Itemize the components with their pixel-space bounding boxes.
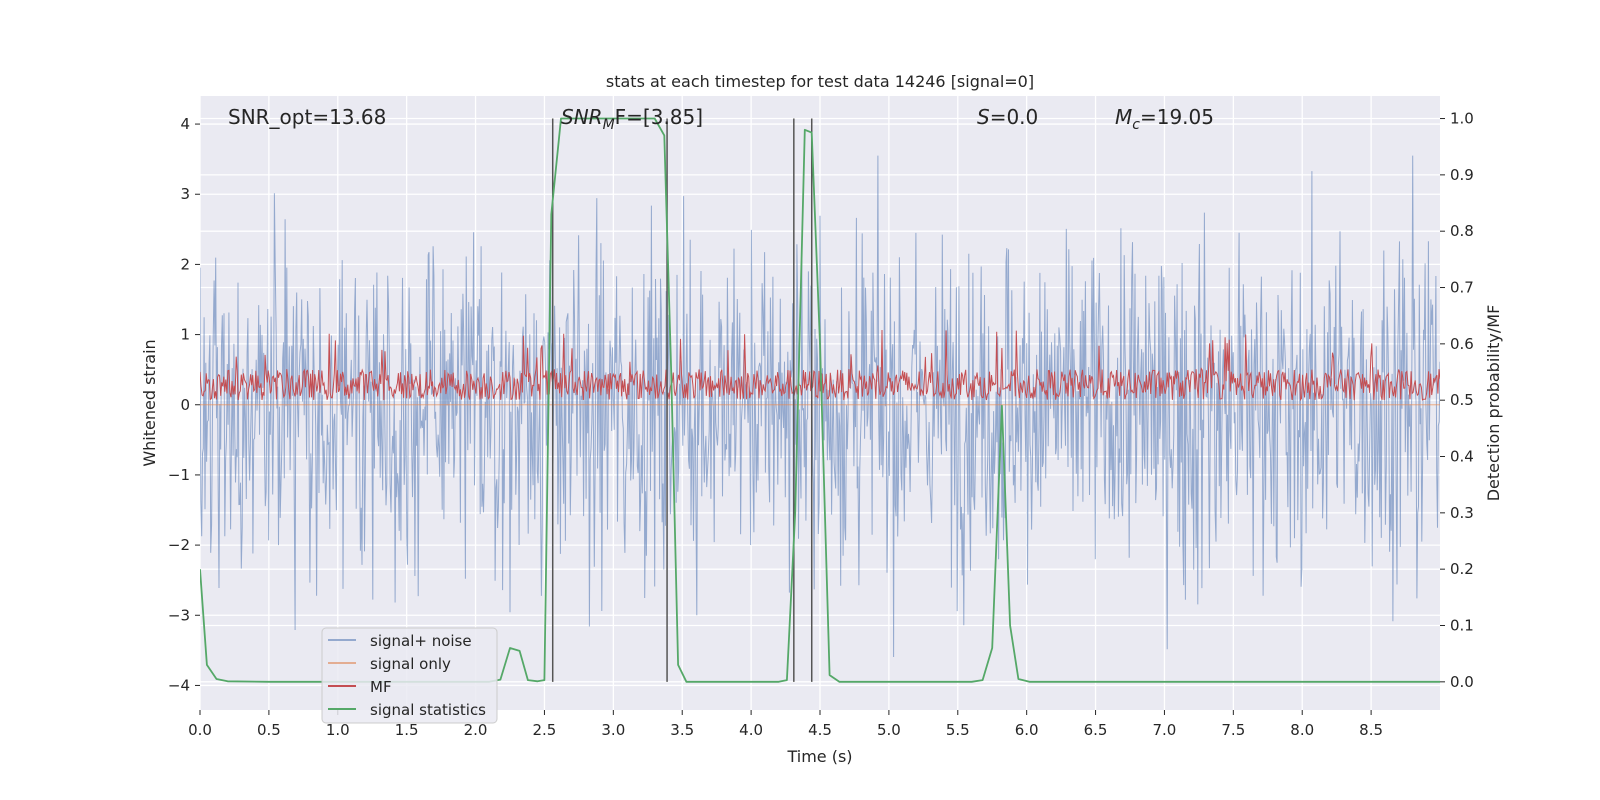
left-y-tick-label: 1 — [180, 326, 190, 344]
right-y-tick-label: 0.0 — [1450, 673, 1474, 691]
mc-annotation: Mc=19.05 — [1115, 105, 1214, 133]
legend-label-signal-noise: signal+ noise — [370, 632, 472, 650]
left-y-tick-label: 4 — [180, 115, 190, 133]
left-y-tick-label: −2 — [168, 536, 190, 554]
right-y-tick-label: 0.1 — [1450, 617, 1474, 635]
right-y-tick-label: 0.9 — [1450, 166, 1474, 184]
right-y-axis-ticks: 0.0 0.1 0.2 0.3 0.4 0.5 0.6 0.7 0.8 0.9 1.0 — [1440, 110, 1474, 691]
x-tick-label: 2.0 — [464, 721, 488, 739]
right-y-axis-label: Detection probability/MF — [1484, 305, 1503, 502]
x-tick-label: 3.5 — [670, 721, 694, 739]
chart-title: stats at each timestep for test data 142… — [606, 72, 1034, 91]
legend-label-signal-statistics: signal statistics — [370, 701, 486, 719]
legend-label-signal-only: signal only — [370, 655, 451, 673]
right-y-tick-label: 0.7 — [1450, 279, 1474, 297]
x-tick-label: 4.0 — [739, 721, 763, 739]
x-tick-label: 4.5 — [808, 721, 832, 739]
right-y-tick-label: 0.5 — [1450, 391, 1474, 409]
x-tick-label: 6.0 — [1015, 721, 1039, 739]
right-y-tick-label: 0.6 — [1450, 335, 1474, 353]
right-y-tick-label: 0.3 — [1450, 504, 1474, 522]
left-y-axis-ticks: −4 −3 −2 −1 0 1 2 3 4 — [168, 115, 200, 694]
legend: signal+ noise signal only MF signal stat… — [321, 627, 498, 724]
right-y-tick-label: 0.8 — [1450, 222, 1474, 240]
x-tick-label: 2.5 — [533, 721, 557, 739]
legend-label-mf: MF — [370, 678, 392, 696]
x-tick-label: 5.5 — [946, 721, 970, 739]
x-tick-label: 6.5 — [1084, 721, 1108, 739]
x-tick-label: 7.0 — [1153, 721, 1177, 739]
right-y-tick-label: 0.4 — [1450, 448, 1474, 466]
series-mf — [200, 329, 1440, 402]
x-tick-label: 0.5 — [257, 721, 281, 739]
snr-opt-annotation: SNR_opt=13.68 — [228, 105, 386, 129]
x-tick-label: 7.5 — [1221, 721, 1245, 739]
right-y-tick-label: 1.0 — [1450, 110, 1474, 128]
x-tick-label: 1.0 — [326, 721, 350, 739]
left-y-axis-label: Whitened strain — [140, 339, 159, 466]
x-tick-label: 8.0 — [1290, 721, 1314, 739]
x-tick-label: 8.5 — [1359, 721, 1383, 739]
grid — [199, 96, 1440, 710]
left-y-tick-label: 3 — [180, 185, 190, 203]
x-axis-ticks: 0.0 0.5 1.0 1.5 2.0 2.5 3.0 3.5 4.0 4.5 5.0 5.5 6.0 6… — [188, 710, 1383, 739]
x-tick-label: 1.5 — [395, 721, 419, 739]
x-tick-label: 3.0 — [601, 721, 625, 739]
right-y-tick-label: 0.2 — [1450, 560, 1474, 578]
legend-box — [321, 627, 498, 724]
left-y-tick-label: 0 — [180, 396, 190, 414]
x-tick-label: 0.0 — [188, 721, 212, 739]
x-tick-label: 5.0 — [877, 721, 901, 739]
left-y-tick-label: −4 — [168, 676, 190, 694]
left-y-tick-label: 2 — [180, 255, 190, 273]
series-signal-noise — [200, 155, 1440, 658]
left-y-tick-label: −1 — [168, 466, 190, 484]
left-y-tick-label: −3 — [168, 606, 190, 624]
x-axis-label: Time (s) — [786, 747, 852, 766]
snr-mf-annotation: SNRMF=[3.85] — [561, 105, 703, 133]
s-annotation: S=0.0 — [977, 105, 1038, 129]
